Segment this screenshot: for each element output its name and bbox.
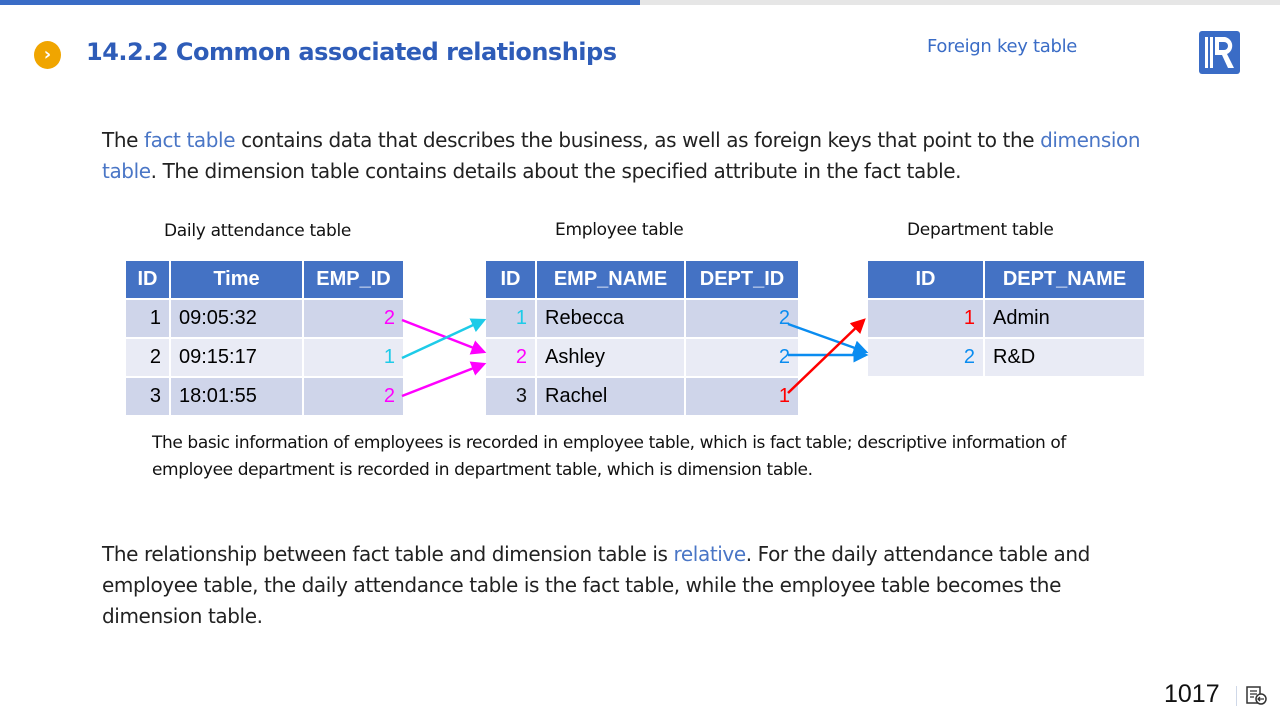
col-header: ID (486, 261, 535, 298)
col-header: EMP_NAME (537, 261, 684, 298)
cell: 3 (486, 378, 535, 415)
cell: Ashley (537, 339, 684, 376)
chevron-right-icon: › (34, 41, 61, 69)
col-header: DEPT_ID (686, 261, 798, 298)
col-header: EMP_ID (304, 261, 403, 298)
table-row: 2 Ashley 2 (486, 339, 798, 376)
presentation-notes-icon[interactable] (1246, 686, 1268, 711)
col-header: Time (171, 261, 302, 298)
department-table: ID DEPT_NAME 1 Admin 2 R&D (866, 259, 1146, 378)
table-row: 1 Rebecca 2 (486, 300, 798, 337)
attendance-table: ID Time EMP_ID 1 09:05:32 2 2 09:15:17 1 3 18:0… (124, 259, 405, 417)
cell: 09:15:17 (171, 339, 302, 376)
cell: R&D (985, 339, 1144, 376)
arrow-red (787, 318, 866, 394)
outro-paragraph: The relationship between fact table and … (102, 542, 1090, 628)
intro-paragraph: The fact table contains data that descri… (102, 128, 1141, 183)
note-text: The basic information of employees is re… (152, 433, 1066, 480)
col-header: ID (868, 261, 983, 298)
fact-table-term: fact table (143, 128, 236, 152)
arrow-cyan (401, 318, 487, 360)
department-caption: Department table (907, 220, 1054, 240)
cell: 2 (126, 339, 169, 376)
cell: 1 (868, 300, 983, 337)
col-header: DEPT_NAME (985, 261, 1144, 298)
table-row: 2 09:15:17 1 (126, 339, 403, 376)
page-number: 1017 (1164, 680, 1220, 708)
cell: 1 (686, 378, 798, 415)
attendance-caption: Daily attendance table (164, 221, 352, 241)
cell: Rebecca (537, 300, 684, 337)
cell: 2 (486, 339, 535, 376)
cell: 1 (126, 300, 169, 337)
relative-term: relative (673, 542, 747, 566)
cell: 1 (486, 300, 535, 337)
table-row: 3 18:01:55 2 (126, 378, 403, 415)
table-row: 2 R&D (868, 339, 1144, 376)
cell: 18:01:55 (171, 378, 302, 415)
table-row: 3 Rachel 1 (486, 378, 798, 415)
arrow-magenta (401, 361, 487, 398)
cell: 2 (304, 300, 403, 337)
logo (1199, 31, 1240, 74)
arrow-blue (787, 322, 869, 355)
cell: 1 (304, 339, 403, 376)
progress-bar-filled (0, 0, 640, 5)
employee-caption: Employee table (555, 220, 684, 240)
employee-table: ID EMP_NAME DEPT_ID 1 Rebecca 2 2 Ashley 2 3 Ra… (484, 259, 800, 417)
cell: 3 (126, 378, 169, 415)
dimension-table-term: dimension table (102, 128, 1141, 183)
cell: 2 (686, 339, 798, 376)
col-header: ID (126, 261, 169, 298)
cell: Admin (985, 300, 1144, 337)
cell: 09:05:32 (171, 300, 302, 337)
table-row: 1 Admin (868, 300, 1144, 337)
table-row: 1 09:05:32 2 (126, 300, 403, 337)
cell: 2 (868, 339, 983, 376)
cell: 2 (304, 378, 403, 415)
section-label: Foreign key table (927, 36, 1078, 57)
page-title: 14.2.2 Common associated relationships (86, 38, 617, 66)
arrow-magenta (401, 318, 487, 355)
divider (1236, 686, 1237, 706)
progress-bar-track (640, 0, 1280, 5)
cell: 2 (686, 300, 798, 337)
cell: Rachel (537, 378, 684, 415)
